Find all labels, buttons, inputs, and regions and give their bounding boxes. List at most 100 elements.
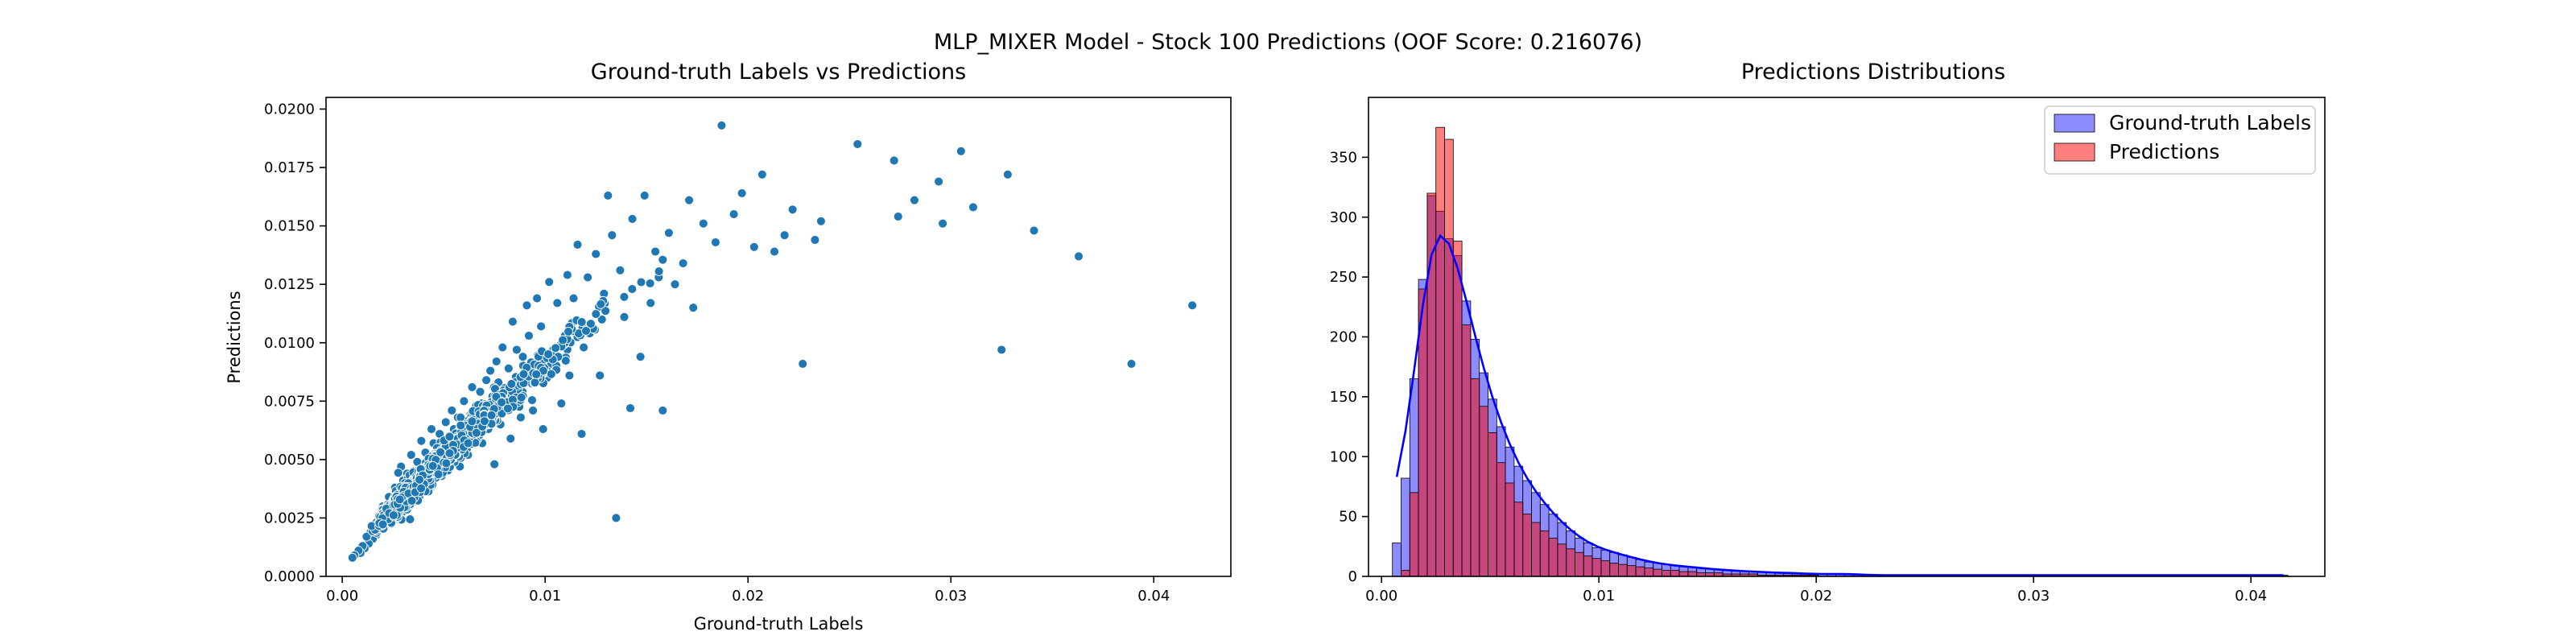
scatter-point: [585, 319, 596, 329]
scatter-points: [347, 120, 1198, 563]
scatter-point: [552, 298, 563, 308]
scatter-point: [698, 218, 708, 229]
scatter-point: [576, 317, 587, 328]
hist-bar-pred: [1401, 570, 1410, 577]
scatter-point: [459, 396, 469, 407]
scatter-point: [1074, 251, 1084, 262]
scatter-point: [770, 246, 779, 257]
legend-label-truth: Ground-truth Labels: [2109, 111, 2311, 134]
scatter-point: [635, 352, 646, 362]
scatter-point: [502, 403, 513, 414]
hist-bar-pred: [1548, 538, 1558, 577]
legend-frame: [2044, 105, 2316, 175]
scatter-point: [956, 146, 966, 156]
hist-bar-pred: [1557, 543, 1567, 577]
hist-bar-pred: [1653, 568, 1662, 577]
scatter-point: [1002, 169, 1013, 180]
scatter-point: [889, 155, 899, 166]
hist-bar-pred: [1575, 551, 1584, 577]
scatter-point: [532, 293, 543, 303]
histogram-panel: Predictions Distributions 0.00 0.01 0.02 0.…: [1330, 60, 2326, 605]
scatter-point: [654, 266, 664, 277]
scatter-point: [729, 209, 739, 220]
scatter-point: [603, 190, 613, 200]
scatter-point: [576, 429, 587, 439]
hist-bar-pred: [1496, 462, 1506, 577]
hist-bar-pred: [1461, 324, 1472, 577]
scatter-point: [558, 335, 568, 345]
hist-x-tick-label: 0.04: [2235, 588, 2267, 605]
hist-y-tick-label: 50: [1339, 509, 1357, 526]
scatter-point: [852, 139, 863, 149]
scatter-point: [893, 212, 903, 221]
scatter-panel: Ground-truth Labels vs Predictions Groun…: [225, 60, 1232, 634]
scatter-point: [406, 450, 416, 460]
scatter-point: [564, 370, 575, 381]
scatter-point: [627, 284, 638, 295]
scatter-point: [427, 460, 438, 471]
scatter-point: [416, 436, 427, 446]
scatter-point: [564, 326, 574, 336]
scatter-point: [909, 195, 919, 205]
scatter-x-tick-label: 0.01: [529, 588, 561, 605]
scatter-point: [737, 188, 747, 198]
scatter-point: [475, 386, 485, 397]
scatter-point: [456, 412, 466, 423]
hist-x-tick-label: 0.01: [1583, 588, 1615, 605]
scatter-point: [467, 382, 477, 392]
scatter-point: [646, 298, 656, 308]
scatter-point: [684, 195, 695, 205]
scatter-point: [479, 416, 489, 427]
scatter-axes: 0.00 0.01 0.02 0.03 0.04 0.0000 0.0025 0.0050 0.…: [264, 101, 1170, 605]
scatter-point: [506, 378, 517, 389]
scatter-point: [536, 321, 547, 332]
scatter-point: [506, 433, 516, 444]
scatter-point: [810, 235, 820, 245]
hist-bar-truth: [1401, 477, 1410, 577]
scatter-point: [528, 405, 539, 415]
hist-bar-pred: [1409, 492, 1419, 577]
scatter-x-tick-label: 0.02: [732, 588, 764, 605]
scatter-point: [627, 213, 638, 224]
scatter-point: [581, 326, 591, 336]
scatter-point: [530, 378, 540, 388]
scatter-point: [407, 496, 417, 506]
scatter-y-tick-label: 0.0100: [264, 335, 315, 352]
scatter-point: [444, 431, 455, 442]
hist-x-tick-label: 0.00: [1365, 588, 1397, 605]
scatter-point: [489, 459, 500, 469]
scatter-point: [596, 299, 606, 309]
scatter-point: [416, 483, 427, 493]
scatter-y-axis-label: Predictions: [225, 291, 244, 383]
hist-bar-pred: [1678, 571, 1689, 577]
scatter-point: [670, 279, 680, 290]
scatter-point: [518, 369, 529, 379]
scatter-point: [572, 239, 583, 250]
scatter-point: [607, 230, 617, 241]
hist-bar-pred: [1618, 564, 1628, 577]
scatter-title: Ground-truth Labels vs Predictions: [591, 60, 966, 85]
scatter-point: [997, 345, 1007, 355]
hist-bar-pred: [1470, 378, 1480, 577]
scatter-point: [650, 246, 661, 257]
scatter-point: [636, 277, 646, 287]
scatter-point: [347, 552, 357, 563]
hist-bar-pred: [1687, 571, 1698, 577]
scatter-point: [544, 277, 555, 287]
scatter-y-tick-label: 0.0050: [264, 452, 315, 469]
scatter-point: [388, 510, 398, 520]
scatter-y-tick-label: 0.0200: [264, 101, 315, 118]
legend-swatch-truth: [2054, 114, 2095, 133]
scatter-point: [597, 314, 607, 324]
scatter-point: [560, 356, 571, 366]
scatter-point: [463, 438, 473, 448]
scatter-point: [415, 474, 425, 485]
scatter-point: [378, 519, 388, 530]
scatter-point: [481, 375, 492, 386]
scatter-point: [579, 342, 589, 353]
scatter-point: [531, 369, 542, 379]
hist-title: Predictions Distributions: [1741, 60, 2005, 85]
scatter-point: [625, 403, 635, 413]
scatter-x-axis-label: Ground-truth Labels: [694, 614, 864, 634]
scatter-y-tick-label: 0.0075: [264, 393, 315, 410]
